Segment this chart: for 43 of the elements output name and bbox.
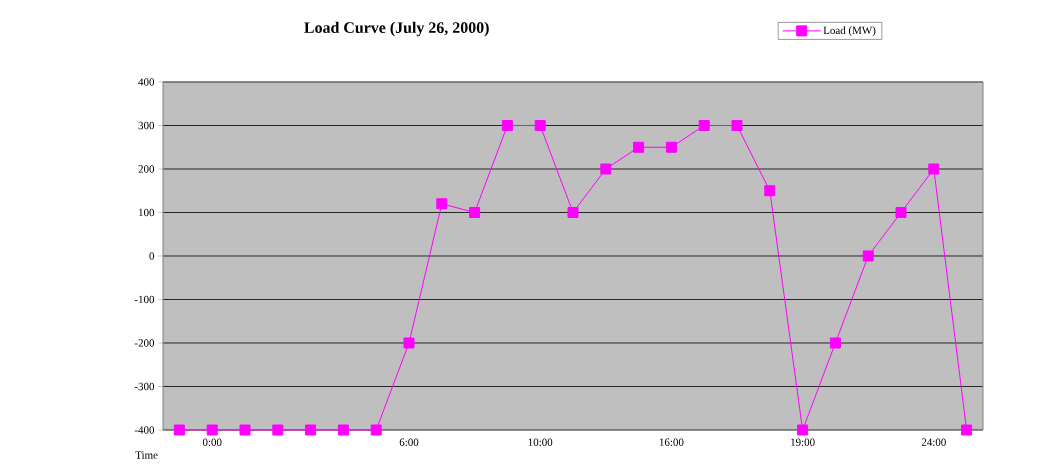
point bbox=[173, 424, 185, 436]
x-tick-label: 6:00 bbox=[399, 438, 419, 446]
point bbox=[895, 206, 907, 218]
y-tick-label: 100 bbox=[139, 208, 155, 217]
point bbox=[272, 424, 284, 436]
point bbox=[206, 424, 218, 436]
point bbox=[862, 250, 874, 262]
point bbox=[337, 424, 349, 436]
point bbox=[436, 198, 448, 210]
point bbox=[403, 337, 415, 349]
point bbox=[731, 119, 743, 131]
x-tick-label: 0:00 bbox=[202, 438, 222, 446]
x-tick-label: 10:00 bbox=[528, 438, 553, 446]
legend-label: Load (MW) bbox=[823, 26, 876, 37]
y-tick-label: -100 bbox=[134, 295, 155, 304]
point bbox=[239, 424, 251, 436]
x-tick-label: 19:00 bbox=[791, 438, 815, 446]
point bbox=[469, 206, 481, 218]
y-tick-label: 300 bbox=[138, 121, 155, 130]
x-tick-label: 24:00 bbox=[921, 438, 946, 446]
x-axis-title: Time bbox=[135, 451, 158, 459]
point bbox=[534, 119, 546, 131]
point bbox=[797, 424, 809, 436]
point bbox=[370, 424, 382, 436]
point bbox=[764, 185, 776, 197]
x-tick-label: 16:00 bbox=[659, 438, 684, 446]
point bbox=[567, 206, 579, 218]
point bbox=[633, 141, 645, 153]
y-tick-label: 200 bbox=[138, 165, 155, 173]
y-tick-label: -200 bbox=[134, 339, 155, 347]
chart-title: Load Curve (July 26, 2000) bbox=[304, 21, 489, 37]
point bbox=[600, 163, 612, 175]
point bbox=[829, 337, 841, 349]
y-tick-label: 0 bbox=[149, 252, 155, 260]
point bbox=[961, 424, 973, 436]
point bbox=[928, 163, 940, 175]
point bbox=[698, 119, 710, 131]
point bbox=[305, 424, 317, 436]
point bbox=[665, 141, 677, 153]
point bbox=[501, 119, 513, 131]
y-tick-label: 400 bbox=[138, 78, 155, 86]
y-tick-label: -400 bbox=[134, 426, 155, 434]
y-tick-label: -300 bbox=[134, 382, 155, 391]
